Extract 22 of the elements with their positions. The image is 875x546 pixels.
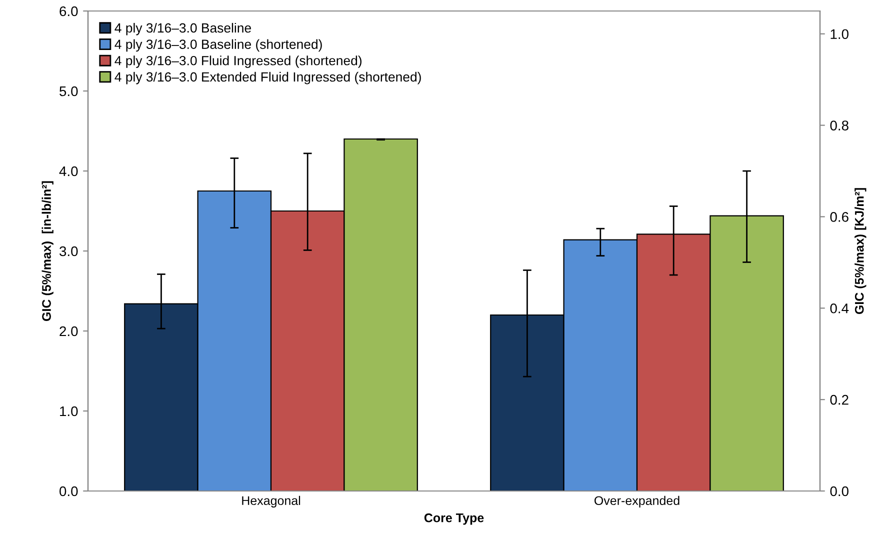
y-tick-label: 3.0 (60, 246, 78, 256)
legend-label: 4 ply 3/16–3.0 Fluid Ingressed (shortened) (114, 56, 362, 68)
y2-tick-label: 0.4 (830, 303, 849, 314)
legend-label: 4 ply 3/16–3.0 Baseline (shortened) (114, 39, 322, 52)
y-tick-label: 4.0 (59, 166, 78, 176)
y-tick-label: 2.0 (60, 326, 78, 336)
y-tick-label: 0.0 (60, 486, 78, 496)
y-axis-title: GIC (5%/max) [in-lb/in²] (42, 181, 54, 321)
y-tick-label: 1.0 (60, 406, 78, 416)
legend-label: 4 ply 3/16–3.0 Extended Fluid Ingressed (shortened) (114, 72, 421, 84)
x-tick-label: Hexagonal (242, 496, 300, 508)
y2-tick-label: 0.0 (830, 486, 848, 496)
y2-tick-label: 1.0 (830, 29, 848, 40)
y-tick-label: 6.0 (60, 6, 78, 16)
x-tick-label: Over-expanded (594, 496, 680, 508)
x-axis-title: Core Type (424, 513, 484, 525)
y-tick-label: 5.0 (60, 86, 78, 96)
y2-tick-label: 0.6 (830, 212, 848, 222)
legend-label: 4 ply 3/16–3.0 Baseline (114, 22, 251, 36)
y2-tick-label: 0.2 (830, 394, 848, 405)
y2-tick-label: 0.8 (830, 120, 848, 130)
y2-axis-title: GIC (5%/max) [KJ/m²] (854, 188, 866, 314)
